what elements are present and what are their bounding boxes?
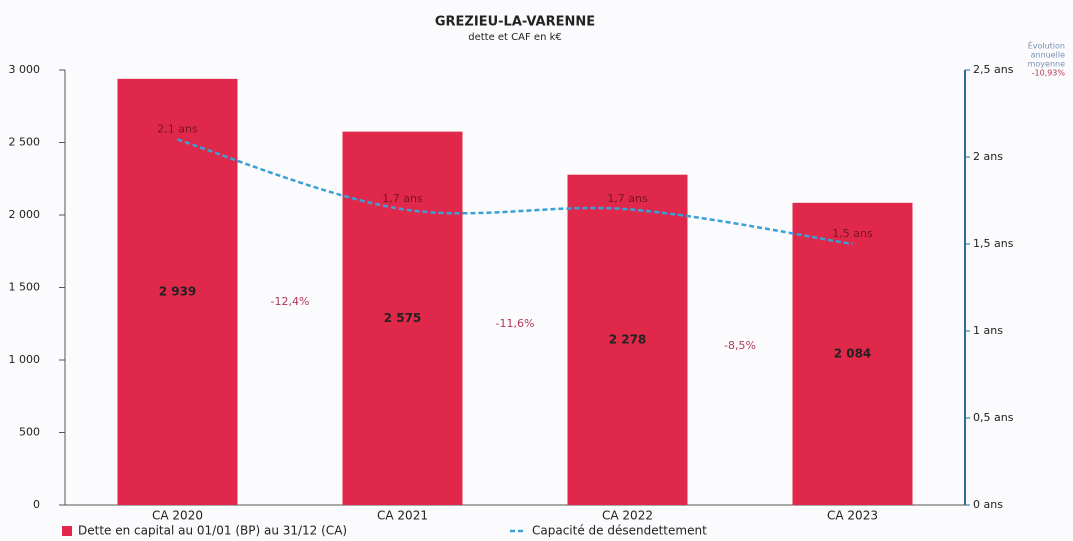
line [177,138,853,246]
y-tick-label: 2 500 [9,136,41,149]
chart-title: GREZIEU-LA-VARENNE [435,15,595,30]
corner-note: Évolution [1028,40,1065,51]
bar-value-label: 2 939 [159,284,197,298]
y2-tick-label: 2 ans [973,150,1003,163]
line-value-label: 1,7 ans [382,192,423,205]
y2-tick-label: 0 ans [973,498,1003,511]
y-tick-label: 0 [33,498,40,511]
x-tick-label: CA 2020 [152,509,203,523]
corner-note: annuelle [1031,51,1065,60]
legend-label: Dette en capital au 01/01 (BP) au 31/12 … [78,524,347,538]
bar-value-label: 2 084 [834,346,872,360]
bar-value-label: 2 575 [384,311,422,325]
line-value-label: 2,1 ans [157,123,198,136]
line-value-label: 1,5 ans [832,227,873,240]
y-tick-label: 1 000 [9,353,41,366]
x-tick-label: CA 2021 [377,509,428,523]
corner-note: moyenne [1028,60,1065,69]
line-value-label: 1,7 ans [607,192,648,205]
annotation: -12,4% [271,295,310,308]
y2-tick-label: 1,5 ans [973,237,1014,250]
bar-value-label: 2 278 [609,332,647,346]
bar [117,78,238,505]
chart-subtitle: dette et CAF en k€ [468,32,562,43]
legend-swatch [62,526,72,536]
bar [792,202,913,505]
annotation: -11,6% [496,317,535,330]
y-tick-label: 3 000 [9,63,41,76]
legend-label: Capacité de désendettement [532,524,707,538]
y-tick-label: 1 500 [9,281,41,294]
x-tick-label: CA 2023 [827,509,878,523]
y2-tick-label: 1 ans [973,324,1003,337]
annotation: -8,5% [724,339,756,352]
y2-tick-label: 2,5 ans [973,63,1014,76]
corner-note: -10,93% [1032,69,1066,78]
y-tick-label: 2 000 [9,208,41,221]
bar [567,174,688,505]
bar [342,131,463,505]
y2-tick-label: 0,5 ans [973,411,1014,424]
x-tick-label: CA 2022 [602,509,653,523]
y-tick-label: 500 [19,426,40,439]
